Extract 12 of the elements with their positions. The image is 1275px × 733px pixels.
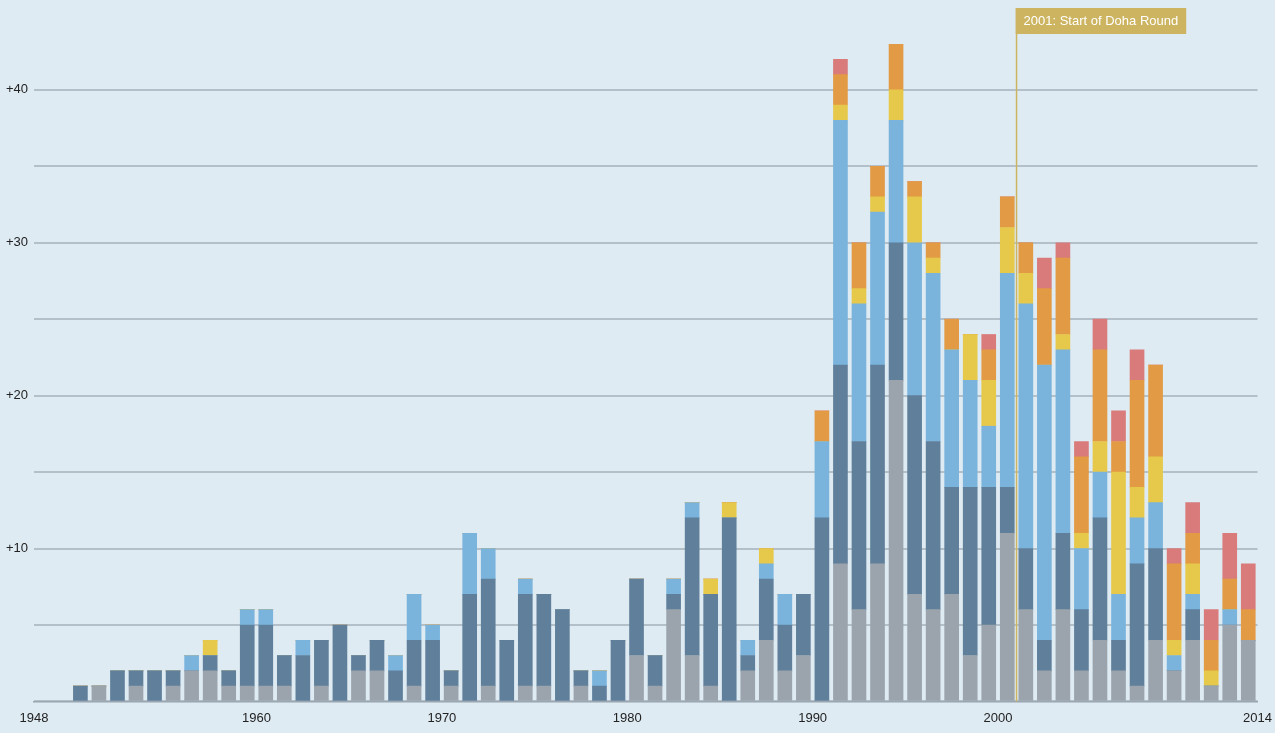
y-tick-label: +10 bbox=[5, 540, 29, 556]
y-tick-label: +30 bbox=[5, 234, 29, 250]
x-tick-label: 1960 bbox=[242, 709, 271, 725]
x-tick-label: 1948 bbox=[19, 709, 49, 725]
ref-line-label: 2001: Start of Doha Round bbox=[1023, 12, 1179, 28]
y-tick-label: +40 bbox=[5, 81, 29, 97]
y-tick-label: +20 bbox=[5, 387, 29, 403]
x-tick-label: 1990 bbox=[798, 709, 828, 725]
x-tick-label: 2000 bbox=[983, 709, 1013, 725]
x-tick-label: 1970 bbox=[427, 709, 457, 725]
x-tick-label: 2014 bbox=[1243, 709, 1272, 725]
x-tick-label: 1980 bbox=[612, 709, 642, 725]
